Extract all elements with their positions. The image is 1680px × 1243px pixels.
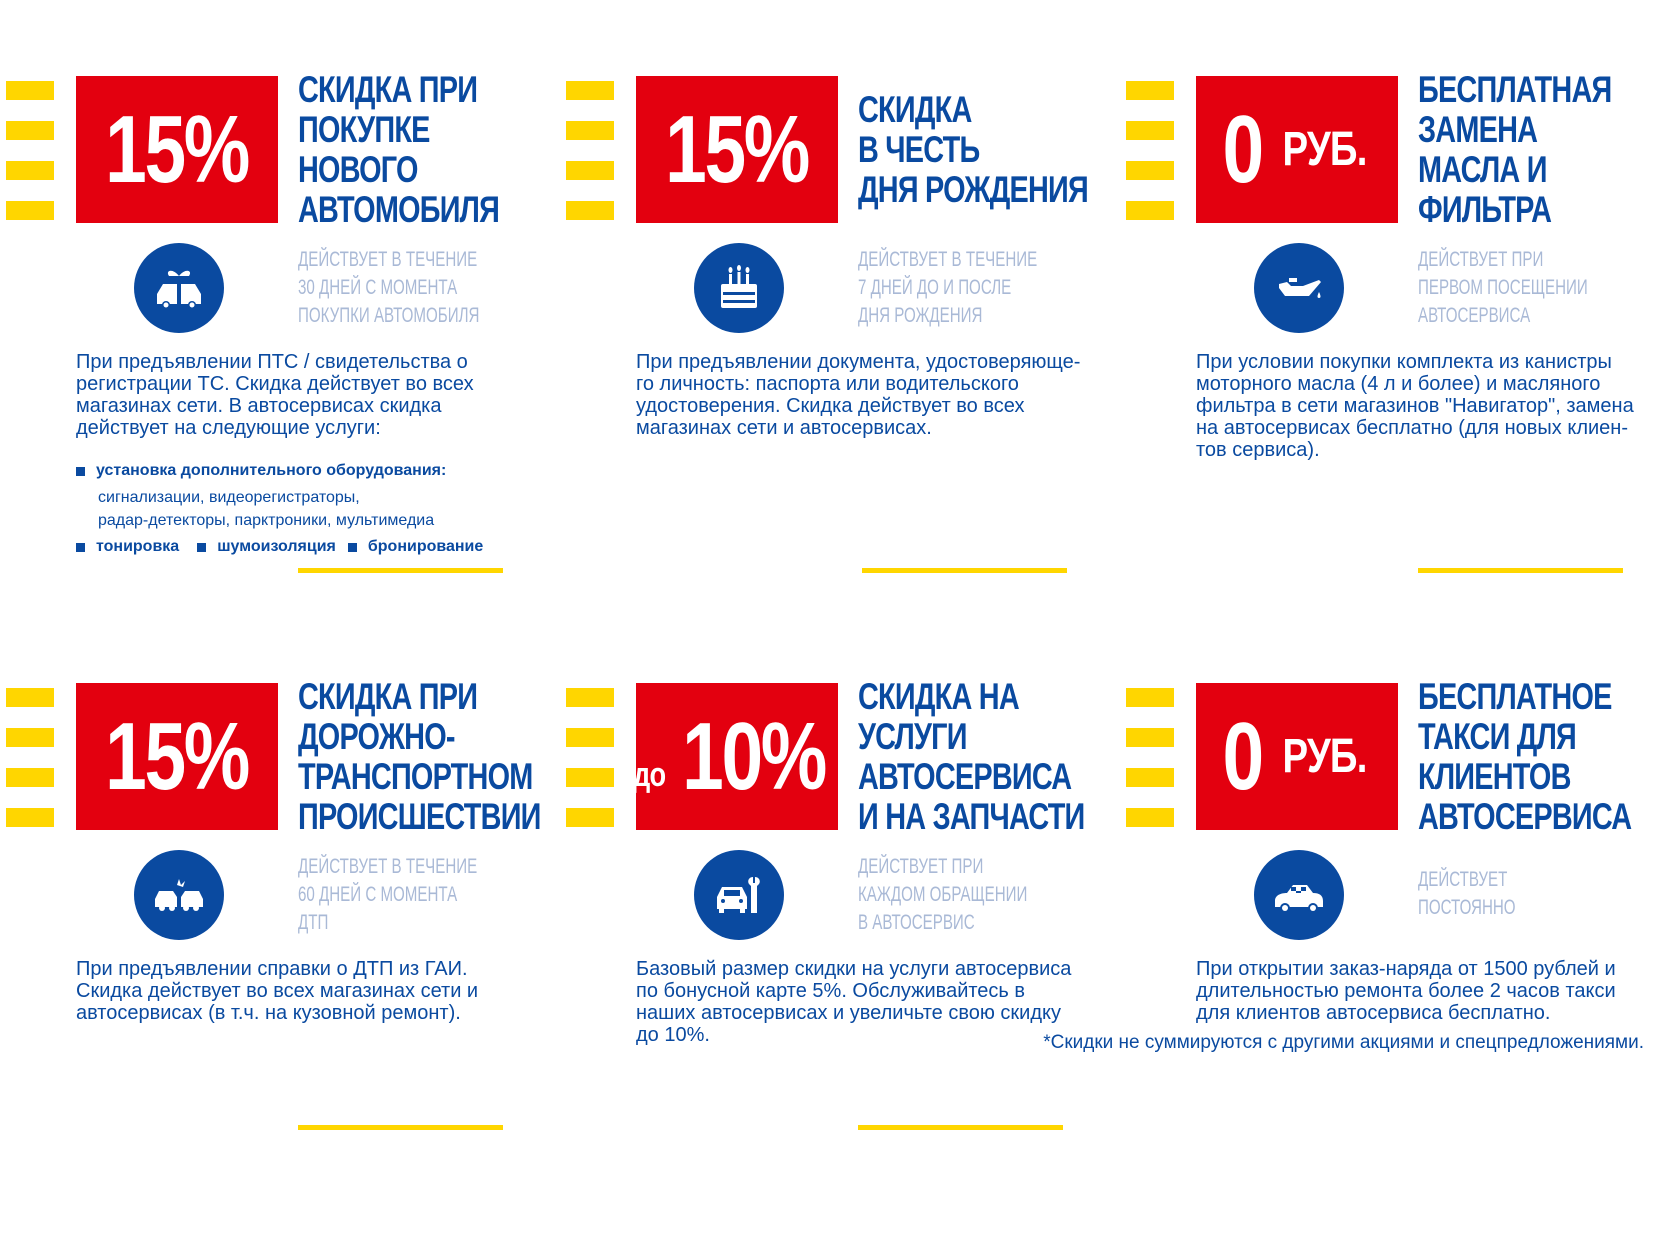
offer-card-taxi: 0 РУБ. БЕСПЛАТНОЕ ТАКСИ ДЛЯ КЛИЕНТОВ АВТОСЕР… <box>1126 675 1680 1243</box>
discount-badge: 0 РУБ. <box>1196 683 1398 830</box>
car-service-wrench-icon <box>694 850 784 940</box>
list-item: установка дополнительного оборудования: <box>96 462 447 479</box>
offer-title: СКИДКА ПРИ ПОКУПКЕ НОВОГО АВТОМОБИЛЯ <box>298 68 500 230</box>
discount-badge: 15% <box>636 76 838 223</box>
offer-card-accident: 15% СКИДКА ПРИ ДОРОЖНО- ТРАНСПОРТНОМ ПРОИСШ… <box>6 675 596 1243</box>
offer-description: При предъявлении справки о ДТП из ГАИ. С… <box>76 958 479 1024</box>
offer-description: При открытии заказ-наряда от 1500 рублей… <box>1196 958 1616 1024</box>
discount-badge: 15% <box>76 76 278 223</box>
taxi-icon <box>1254 850 1344 940</box>
decorative-stripes <box>6 81 54 241</box>
offer-description: При предъявлении ПТС / свидетельства о р… <box>76 351 474 439</box>
offer-validity: ДЕЙСТВУЕТ ПОСТОЯННО <box>1418 868 1516 919</box>
decorative-stripes <box>1126 81 1174 241</box>
offer-description: Базовый размер скидки на услуги автосерв… <box>636 958 1072 1046</box>
list-item-detail: радар-детекторы, парктроники, мультимеди… <box>98 512 435 529</box>
discount-badge: до 10% <box>633 683 838 830</box>
offer-validity: ДЕЙСТВУЕТ В ТЕЧЕНИЕ 30 ДНЕЙ С МОМЕНТА ПОКУ… <box>298 248 480 327</box>
oil-can-icon <box>1254 243 1344 333</box>
offer-card-new-car: 15% СКИДКА ПРИ ПОКУПКЕ НОВОГО АВТОМОБИЛЯ ДЕ… <box>6 68 596 636</box>
offer-validity: ДЕЙСТВУЕТ В ТЕЧЕНИЕ 7 ДНЕЙ ДО И ПОСЛЕ ДНЯ … <box>858 248 1038 327</box>
offer-validity: ДЕЙСТВУЕТ ПРИ КАЖДОМ ОБРАЩЕНИИ В АВТОСЕРВИ… <box>858 855 1028 934</box>
services-list: установка дополнительного оборудования: … <box>76 462 526 562</box>
yellow-divider <box>858 1125 1063 1130</box>
list-item: шумоизоляция <box>217 538 336 555</box>
gift-car-icon <box>134 243 224 333</box>
offer-title: СКИДКА В ЧЕСТЬ ДНЯ РОЖДЕНИЯ <box>858 88 1089 210</box>
yellow-divider <box>862 568 1067 573</box>
offer-validity: ДЕЙСТВУЕТ В ТЕЧЕНИЕ 60 ДНЕЙ С МОМЕНТА ДТП <box>298 855 478 934</box>
offer-card-birthday: 15% СКИДКА В ЧЕСТЬ ДНЯ РОЖДЕНИЯ ДЕЙСТВУЕТ … <box>566 76 1156 636</box>
offer-description: При предъявлении документа, удостоверяющ… <box>636 351 1081 439</box>
discount-badge: 0 РУБ. <box>1196 76 1398 223</box>
yellow-divider <box>298 568 503 573</box>
offer-title: СКИДКА ПРИ ДОРОЖНО- ТРАНСПОРТНОМ ПРОИСШЕСТВ… <box>298 675 541 837</box>
offer-title: БЕСПЛАТНОЕ ТАКСИ ДЛЯ КЛИЕНТОВ АВТОСЕРВИСА <box>1418 675 1632 837</box>
offer-description: При условии покупки комплекта из канистр… <box>1196 351 1634 461</box>
decorative-stripes <box>566 81 614 241</box>
offer-title: БЕСПЛАТНАЯ ЗАМЕНА МАСЛА И ФИЛЬТРА <box>1418 68 1612 230</box>
offer-validity: ДЕЙСТВУЕТ ПРИ ПЕРВОМ ПОСЕЩЕНИИ АВТОСЕРВИСА <box>1418 248 1588 327</box>
yellow-divider <box>1418 568 1623 573</box>
footnote: *Скидки не суммируются с другими акциями… <box>1043 1032 1644 1053</box>
yellow-divider <box>298 1125 503 1130</box>
offer-card-service: до 10% СКИДКА НА УСЛУГИ АВТОСЕРВИСА И НА ЗАП… <box>566 675 1156 1243</box>
offer-title: СКИДКА НА УСЛУГИ АВТОСЕРВИСА И НА ЗАПЧАСТИ <box>858 675 1085 837</box>
list-item-detail: сигнализации, видеорегистраторы, <box>98 489 360 506</box>
car-crash-icon <box>134 850 224 940</box>
list-item: тонировка <box>96 538 180 555</box>
decorative-stripes <box>1126 688 1174 848</box>
decorative-stripes <box>566 688 614 848</box>
discount-badge: 15% <box>76 683 278 830</box>
offer-card-oil-change: 0 РУБ. БЕСПЛАТНАЯ ЗАМЕНА МАСЛА И ФИЛЬТРА ДЕЙ… <box>1126 68 1680 636</box>
list-item: бронирование <box>367 538 484 555</box>
birthday-cake-icon <box>694 243 784 333</box>
decorative-stripes <box>6 688 54 848</box>
